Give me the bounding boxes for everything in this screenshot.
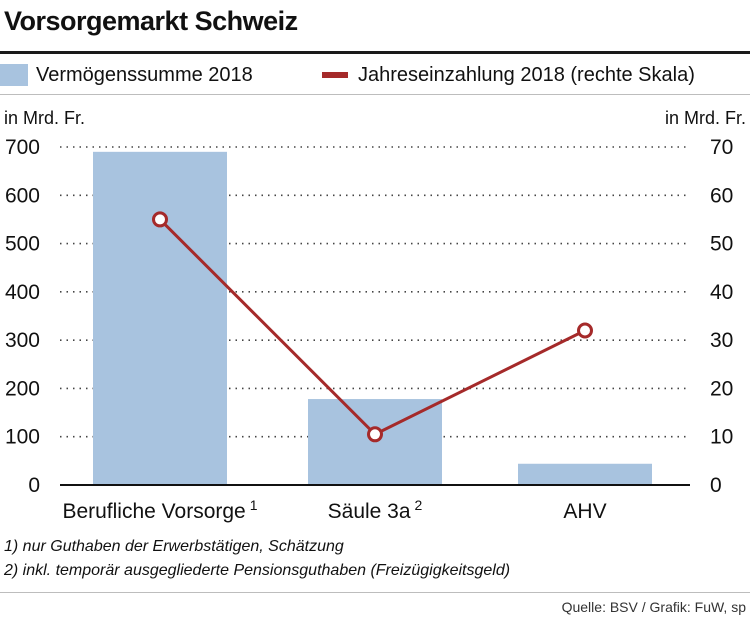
legend-divider: [0, 94, 750, 95]
legend-swatch-line: [322, 72, 348, 78]
left-tick-label: 700: [5, 136, 40, 159]
footer-divider: [0, 592, 750, 593]
right-tick-label: 30: [710, 329, 733, 352]
legend-item-line: Jahreseinzahlung 2018 (rechte Skala): [322, 60, 695, 90]
category-label: Säule 3a 2: [328, 497, 423, 523]
footnotes: 1) nur Guthaben der Erwerbstätigen, Schä…: [4, 535, 510, 583]
right-tick-label: 40: [710, 281, 733, 304]
chart-title: Vorsorgemarkt Schweiz: [4, 6, 298, 36]
right-tick-label: 50: [710, 233, 733, 256]
left-tick-label: 300: [5, 329, 40, 352]
line-point: [367, 426, 383, 443]
title-divider: [0, 51, 750, 54]
left-tick-label: 600: [5, 184, 40, 207]
bar: [93, 151, 227, 486]
category-footnote-mark: 1: [250, 497, 258, 513]
right-axis-unit-label: in Mrd. Fr.: [665, 108, 746, 128]
chart-plot: in Mrd. Fr. in Mrd. Fr. 0 0 100 10 200 20 300 30 4…: [4, 108, 746, 523]
footnote-1: 1) nur Guthaben der Erwerbstätigen, Schä…: [4, 538, 344, 555]
left-tick-label: 500: [5, 233, 40, 256]
footnote-2: 2) inkl. temporär ausgegliederte Pension…: [4, 562, 511, 579]
category-footnote-mark: 2: [415, 497, 423, 513]
source-credit: Quelle: BSV / Grafik: FuW, sp: [561, 599, 746, 615]
left-tick-label: 0: [28, 474, 40, 497]
right-tick-label: 70: [710, 136, 733, 159]
right-tick-label: 0: [710, 474, 722, 497]
legend-label-line: Jahreseinzahlung 2018 (rechte Skala): [358, 63, 695, 86]
line-point: [577, 322, 593, 339]
category-label: AHV: [563, 500, 606, 523]
bar: [518, 463, 652, 485]
left-tick-label: 100: [5, 426, 40, 449]
right-tick-label: 10: [710, 426, 733, 449]
legend-item-bars: Vermögenssumme 2018: [0, 60, 253, 90]
left-tick-label: 200: [5, 377, 40, 400]
line-point: [152, 211, 168, 228]
legend-label-bars: Vermögenssumme 2018: [36, 63, 253, 86]
left-axis-unit-label: in Mrd. Fr.: [4, 108, 85, 128]
right-tick-label: 20: [710, 377, 733, 400]
right-tick-label: 60: [710, 184, 733, 207]
category-label: Berufliche Vorsorge 1: [62, 497, 257, 523]
left-tick-label: 400: [5, 281, 40, 304]
legend-swatch-bars: [0, 64, 28, 86]
